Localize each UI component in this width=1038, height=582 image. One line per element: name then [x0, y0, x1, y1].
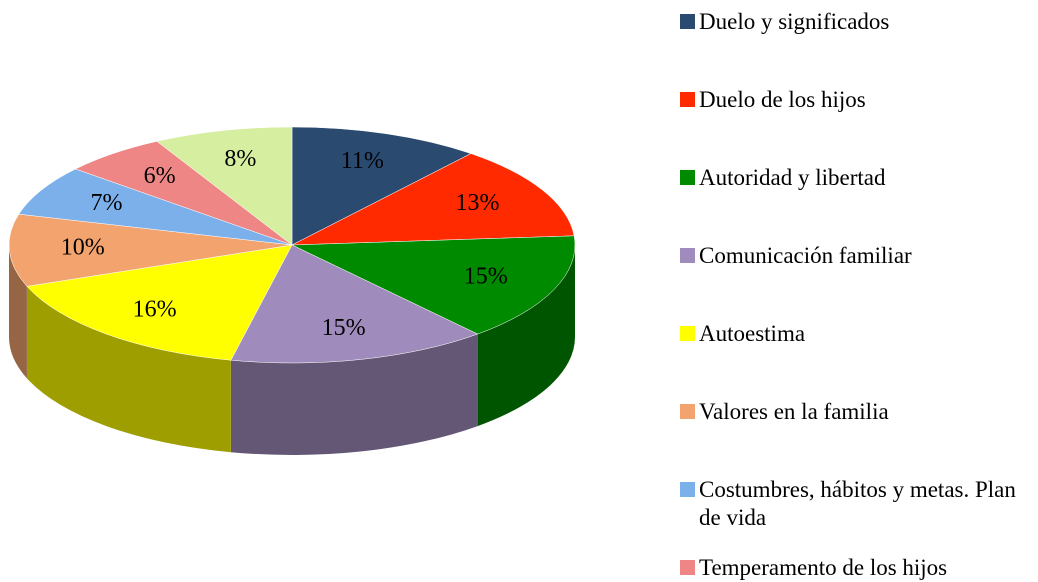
- data-label: 8%: [224, 146, 256, 172]
- slice-side: [9, 245, 27, 379]
- legend-label: Duelo de los hijos: [699, 87, 866, 112]
- data-label: 10%: [61, 235, 105, 261]
- legend-label: Temperamento de los hijos: [699, 555, 948, 580]
- data-label: 6%: [144, 163, 176, 189]
- legend-label: Autoestima: [699, 321, 806, 346]
- slice: [26, 244, 293, 361]
- slice: [291, 235, 576, 335]
- legend-label: Autoridad y libertad: [699, 165, 886, 190]
- data-label: 11%: [341, 148, 384, 174]
- legend-entry: Autoestima: [680, 320, 805, 348]
- slice: [291, 153, 575, 246]
- slice-side: [230, 334, 478, 455]
- slice-side: [26, 286, 231, 453]
- legend-entry: Comunicación familiar: [680, 242, 912, 270]
- legend-label: Duelo y significados: [699, 9, 890, 34]
- data-label: 7%: [90, 190, 122, 216]
- data-label: 13%: [456, 190, 500, 216]
- slice: [8, 213, 293, 287]
- data-label: 16%: [133, 296, 177, 322]
- data-label: 15%: [464, 264, 508, 290]
- legend-label: Comunicación familiar: [699, 243, 912, 268]
- legend-entry: Valores en la familia: [680, 398, 889, 426]
- legend-entry: Temperamento de los hijos: [680, 554, 947, 582]
- legend-swatch: [680, 404, 695, 419]
- data-label: 15%: [322, 315, 366, 341]
- slice-side: [477, 245, 575, 427]
- legend-swatch: [680, 92, 695, 107]
- slice: [18, 168, 293, 246]
- chart: 11% 13% 15% 15% 16% 10% 7% 6% 8%: [8, 126, 576, 455]
- legend-swatch: [680, 14, 695, 29]
- legend-entry: Costumbres, hábitos y metas. Plan de vid…: [680, 476, 1029, 532]
- slice: [291, 126, 472, 246]
- legend-label: Valores en la familia: [699, 399, 889, 424]
- slice: [230, 244, 479, 364]
- legend-label: Costumbres, hábitos y metas. Plan de vid…: [699, 477, 1016, 530]
- legend-swatch: [680, 170, 695, 185]
- legend-swatch: [680, 326, 695, 341]
- legend-entry: Autoridad y libertad: [680, 164, 886, 192]
- legend-entry: Duelo y significados: [680, 8, 889, 36]
- slice: [156, 126, 293, 246]
- legend-swatch: [680, 248, 695, 263]
- legend-entry: Duelo de los hijos: [680, 86, 866, 114]
- legend-swatch: [680, 482, 695, 497]
- legend-swatch: [680, 560, 695, 575]
